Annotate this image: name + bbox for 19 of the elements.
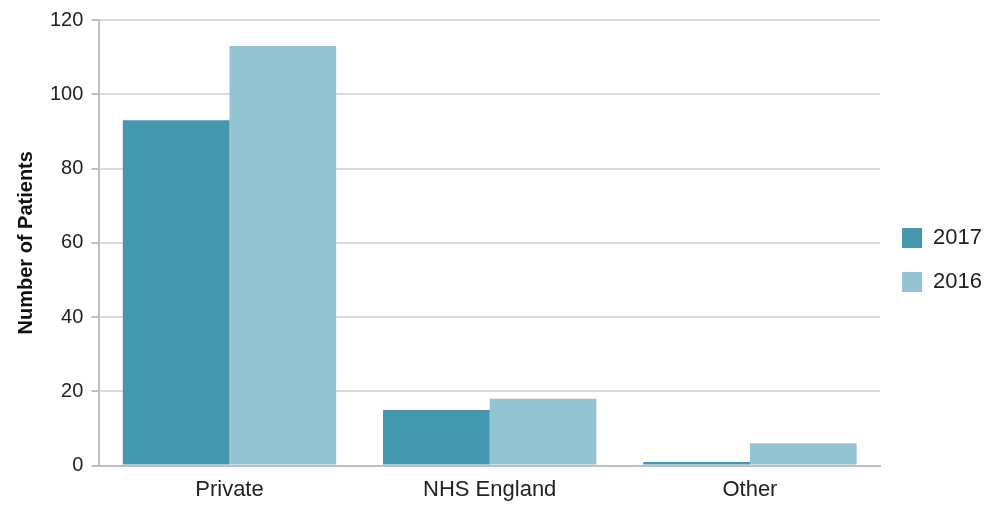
x-tick-label: Private <box>195 475 264 501</box>
y-axis-title: Number of Patients <box>13 151 36 335</box>
bar <box>643 461 750 465</box>
legend-label: 2016 <box>933 268 983 294</box>
y-tick-label: 100 <box>49 81 84 104</box>
y-tick-label: 120 <box>49 7 84 30</box>
y-tick-label: 0 <box>72 453 84 476</box>
bar <box>749 443 857 465</box>
bar <box>383 409 490 465</box>
y-tick-label: 80 <box>61 156 84 179</box>
bar <box>229 45 337 465</box>
x-tick-label: Other <box>722 475 778 501</box>
x-tick-label: NHS England <box>423 475 557 501</box>
y-tick-label: 40 <box>61 304 84 327</box>
legend-label: 2017 <box>933 224 983 250</box>
y-tick-label: 20 <box>61 378 84 401</box>
y-tick-label: 60 <box>61 230 84 253</box>
bar <box>122 120 230 465</box>
bar <box>489 398 597 465</box>
